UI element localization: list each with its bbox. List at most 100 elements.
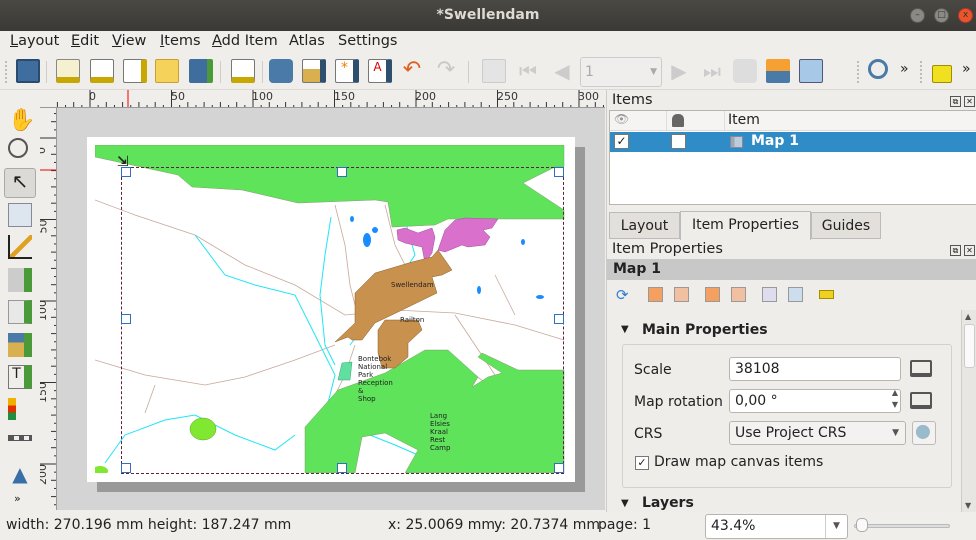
bookmark-icon[interactable] [762,287,777,302]
print-atlas-icon[interactable] [733,59,757,83]
next-feature-icon[interactable]: ▶ [671,59,687,83]
pan-icon[interactable]: ✋ [8,108,36,133]
map-rotation-spinbox[interactable]: 0,00 ° ▲ ▼ [729,388,901,413]
resize-handle[interactable] [554,314,564,324]
tab-guides[interactable]: Guides [811,212,881,239]
tab-item-properties[interactable]: Item Properties [680,211,811,240]
vertical-ruler[interactable]: 0 50 100 150 200 [40,108,57,510]
redo-icon[interactable]: ↷ [436,57,456,82]
last-feature-icon[interactable]: ⏭ [703,59,721,83]
add-north-arrow-icon[interactable]: ▲ [12,462,28,486]
toolbar-grip[interactable] [857,61,860,83]
crs-select-globe-icon[interactable] [912,421,936,445]
crs-dropdown[interactable]: Use Project CRS ▼ [729,421,906,445]
resize-handle[interactable] [554,167,564,177]
resize-handle[interactable] [121,314,131,324]
scroll-down-icon[interactable]: ▼ [965,501,972,510]
zoom-slider[interactable] [854,524,950,528]
set-extent-icon[interactable] [648,287,663,302]
table-row[interactable]: ✓ Map 1 [610,132,976,152]
toolbar-overflow-button[interactable]: » [962,61,971,77]
zoom-tool-icon[interactable] [8,138,28,158]
main-properties-header[interactable]: Main Properties [642,322,768,338]
close-button[interactable]: x [958,8,973,23]
add-picture-icon[interactable] [8,333,32,357]
column-header-item[interactable]: Item [728,112,760,128]
zoom-in-icon[interactable] [868,59,888,79]
resize-handle[interactable] [337,463,347,473]
resize-handle[interactable] [121,463,131,473]
lock-icon[interactable] [932,65,952,83]
first-feature-icon[interactable]: ⏮ [519,59,537,83]
lock-checkbox[interactable] [671,134,686,149]
menu-layout[interactable]: Layout [10,33,60,49]
move-content-small-icon[interactable] [788,287,803,302]
add-3d-map-icon[interactable] [8,268,32,292]
scrollbar-thumb[interactable] [964,324,975,368]
add-scalebar-icon[interactable] [8,435,32,441]
toolbar-grip[interactable] [5,61,8,83]
menu-add-item[interactable]: Add Item [212,33,278,49]
save-template-icon[interactable] [189,59,213,83]
view-extent-icon[interactable] [674,287,689,302]
atlas-page-combo[interactable]: 1 ▼ [580,57,662,87]
export-pdf-icon[interactable]: A [368,59,392,83]
horizontal-ruler[interactable]: 0 50 100 150 200 250 300 [40,90,605,108]
add-legend-icon[interactable] [8,398,16,420]
move-content-icon[interactable] [8,203,32,227]
menu-view[interactable]: View [112,33,147,49]
undo-icon[interactable]: ↶ [402,57,422,82]
layout-canvas[interactable]: Swellendam Railton Bontebok National Park R… [57,108,605,510]
scrollbar[interactable]: ▲ ▼ [961,310,976,512]
menu-atlas[interactable]: Atlas [289,33,325,49]
toolbar-overflow-button[interactable]: » [900,61,909,77]
float-panel-icon[interactable]: ⧉ [950,245,961,256]
refresh-icon[interactable]: ⟳ [616,286,629,304]
resize-handle[interactable] [337,167,347,177]
layers-header[interactable]: Layers [642,495,694,511]
scale-input[interactable]: 38108 [729,357,901,381]
maximize-button[interactable]: □ [934,8,949,23]
resize-handle[interactable] [554,463,564,473]
visibility-checkbox[interactable]: ✓ [614,134,629,149]
data-defined-override-icon[interactable] [910,392,932,409]
atlas-settings-icon[interactable] [799,59,823,83]
collapse-triangle-icon[interactable]: ▼ [621,498,629,509]
set-scale-icon[interactable] [705,287,720,302]
close-panel-icon[interactable]: ✕ [964,96,975,107]
float-panel-icon[interactable]: ⧉ [950,96,961,107]
toolbar-grip[interactable] [920,61,923,83]
add-pages-icon[interactable] [231,59,255,83]
menu-settings[interactable]: Settings [338,33,398,49]
chevron-down-icon[interactable]: ▼ [825,515,847,538]
more-tools-chevron-icon[interactable]: » [14,492,21,505]
export-atlas-icon[interactable] [766,59,790,83]
data-defined-override-icon[interactable] [910,360,932,377]
scroll-up-icon[interactable]: ▲ [965,312,972,321]
add-label-icon[interactable]: T [8,365,32,389]
zoom-slider-handle[interactable] [856,518,868,532]
open-template-icon[interactable] [155,59,179,83]
tab-layout[interactable]: Layout [609,212,680,239]
duplicate-layout-icon[interactable] [90,59,114,83]
close-panel-icon[interactable]: ✕ [964,245,975,256]
menu-edit[interactable]: Edit [71,33,100,49]
save-icon[interactable] [16,59,40,83]
new-layout-icon[interactable] [56,59,80,83]
minimize-button[interactable]: – [910,8,925,23]
spin-arrows-icon[interactable]: ▲ ▼ [891,388,898,409]
menu-items[interactable]: Items [160,33,201,49]
collapse-triangle-icon[interactable]: ▼ [621,324,629,335]
print-icon[interactable] [269,59,293,83]
layout-manager-icon[interactable] [123,59,147,83]
map-item[interactable]: Swellendam Railton BontebokNationalParkR… [95,145,565,473]
draw-canvas-items-checkbox[interactable]: ✓ [635,456,649,470]
resize-handle[interactable] [121,167,131,177]
add-map-icon[interactable] [8,300,32,324]
label-settings-icon[interactable] [819,290,834,299]
resize-corner-icon[interactable]: ⇲ [117,154,129,170]
edit-nodes-icon[interactable] [8,235,32,259]
export-svg-icon[interactable]: * [335,59,359,83]
view-scale-icon[interactable] [731,287,746,302]
atlas-preview-icon[interactable] [482,59,506,83]
